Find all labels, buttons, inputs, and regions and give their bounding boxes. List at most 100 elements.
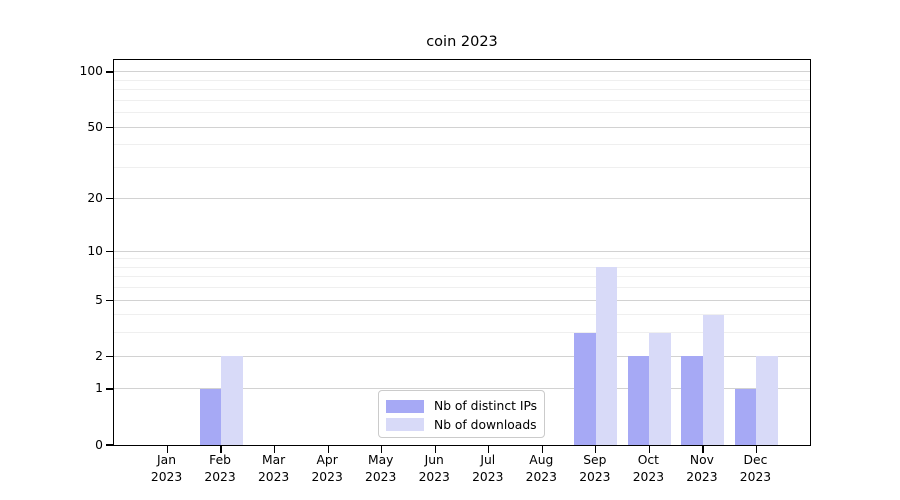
legend-label-downloads: Nb of downloads: [434, 417, 537, 432]
month-label: Sep: [583, 453, 607, 467]
year-label: 2023: [311, 469, 343, 484]
month-label: Jun: [424, 453, 444, 467]
minor-gridline: [114, 144, 810, 146]
major-gridline: [114, 299, 810, 301]
minor-gridline: [114, 79, 810, 81]
y-axis-tick: [105, 198, 113, 200]
x-axis-tick-label: Apr 2023: [292, 452, 362, 485]
legend-item-distinct-ips: Nb of distinct IPs: [386, 397, 537, 416]
major-gridline: [114, 250, 810, 252]
x-axis-tick-label: Jun 2023: [399, 452, 469, 485]
minor-gridline: [114, 314, 810, 316]
month-label: Jan: [157, 453, 177, 467]
month-label: Dec: [743, 453, 768, 467]
x-axis-tick-label: Oct 2023: [613, 452, 683, 485]
year-label: 2023: [257, 469, 290, 484]
legend-swatch-distinct-ips: [386, 399, 424, 413]
x-axis-tick-label: Feb 2023: [185, 452, 255, 485]
bar-downloads: [595, 267, 618, 445]
x-axis-tick-label: Dec 2023: [720, 452, 790, 485]
legend: Nb of distinct IPs Nb of downloads: [378, 390, 545, 438]
x-axis-tick: [327, 446, 329, 454]
y-axis-tick-label: 2: [95, 348, 103, 363]
x-axis-tick: [595, 446, 597, 454]
minor-gridline: [114, 89, 810, 91]
month-label: Jul: [480, 453, 496, 467]
year-label: 2023: [365, 469, 397, 484]
y-axis-tick-label: 50: [87, 119, 103, 134]
x-axis-tick: [488, 446, 490, 454]
x-axis-tick: [648, 446, 650, 454]
x-axis-tick: [381, 446, 383, 454]
bar-downloads: [221, 356, 243, 445]
y-axis-tick: [105, 444, 113, 446]
month-label: Oct: [637, 453, 659, 467]
x-axis-tick-label: Jan 2023: [132, 452, 202, 485]
minor-gridline: [114, 332, 810, 334]
y-axis-tick-label: 10: [87, 243, 103, 258]
year-label: 2023: [686, 469, 718, 484]
bar-distinct-ips: [574, 332, 596, 445]
month-label: Nov: [689, 453, 714, 467]
x-axis-tick: [166, 446, 169, 454]
x-axis-tick: [755, 446, 758, 454]
major-gridline: [114, 126, 810, 128]
chart-title: coin 2023: [426, 34, 498, 50]
minor-gridline: [114, 276, 810, 278]
major-gridline: [114, 355, 810, 357]
x-axis-tick-label: Aug 2023: [506, 452, 576, 485]
y-axis-tick-label: 5: [95, 292, 103, 307]
minor-gridline: [114, 266, 810, 268]
x-axis-tick: [274, 446, 276, 454]
y-axis-tick: [105, 71, 113, 73]
major-gridline: [114, 388, 810, 390]
y-axis-tick: [105, 388, 113, 390]
year-label: 2023: [632, 469, 665, 484]
year-label: 2023: [525, 469, 557, 484]
x-axis-tick-label: Jul 2023: [453, 452, 523, 485]
year-label: 2023: [579, 469, 611, 484]
month-label: Mar: [262, 453, 286, 467]
x-axis-tick: [702, 446, 704, 454]
y-axis-tick-label: 100: [79, 64, 103, 79]
minor-gridline: [114, 166, 810, 168]
minor-gridline: [114, 287, 810, 289]
minor-gridline: [114, 112, 810, 114]
year-label: 2023: [739, 469, 772, 484]
x-axis-tick-label: Nov 2023: [667, 452, 737, 485]
minor-gridline: [114, 258, 810, 260]
y-axis-tick-label: 1: [95, 381, 103, 396]
y-axis-tick: [105, 250, 113, 252]
x-axis-tick-label: May 2023: [346, 452, 416, 485]
legend-swatch-downloads: [386, 418, 424, 432]
x-axis-tick: [220, 446, 222, 454]
bar-downloads: [649, 332, 671, 445]
year-label: 2023: [150, 469, 183, 484]
y-axis-tick: [105, 355, 113, 357]
major-gridline: [114, 198, 810, 200]
x-axis-tick-label: Mar 2023: [239, 452, 309, 485]
x-axis-tick-label: Sep 2023: [560, 452, 630, 485]
year-label: 2023: [418, 469, 450, 484]
legend-item-downloads: Nb of downloads: [386, 416, 537, 435]
bar-distinct-ips: [199, 388, 222, 445]
year-label: 2023: [472, 469, 504, 484]
month-label: Aug: [529, 453, 554, 467]
month-label: May: [367, 453, 394, 467]
y-axis-tick: [105, 126, 113, 128]
bar-distinct-ips: [681, 356, 703, 445]
month-label: Apr: [316, 453, 338, 467]
bar-distinct-ips: [734, 388, 757, 445]
month-label: Feb: [209, 453, 231, 467]
plot-area: [105, 59, 811, 454]
bar-downloads: [702, 314, 725, 445]
y-axis-tick: [105, 299, 113, 301]
legend-label-distinct-ips: Nb of distinct IPs: [434, 399, 538, 414]
bar-downloads: [756, 356, 778, 445]
major-gridline: [114, 71, 810, 73]
x-axis-tick: [541, 446, 543, 454]
x-axis-tick: [434, 446, 436, 454]
bar-distinct-ips: [627, 356, 650, 445]
y-axis-tick-label: 0: [95, 437, 103, 452]
